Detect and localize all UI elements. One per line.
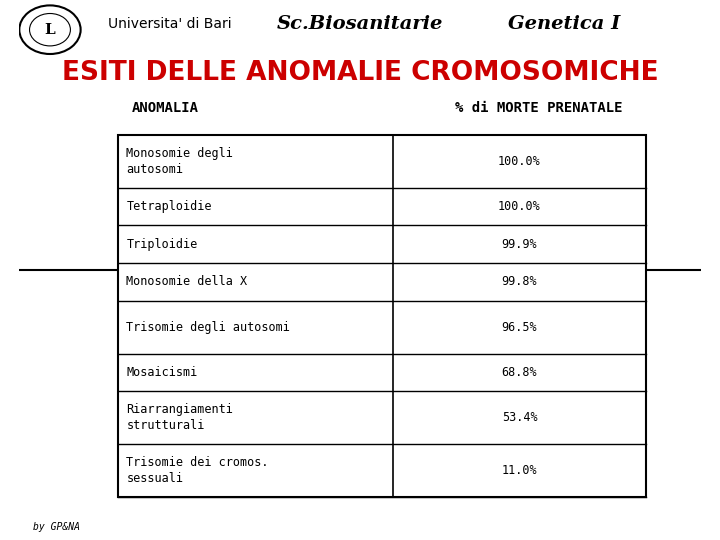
Text: Trisomie degli autosomi: Trisomie degli autosomi	[126, 321, 290, 334]
Text: 53.4%: 53.4%	[502, 411, 537, 424]
Text: ESITI DELLE ANOMALIE CROMOSOMICHE: ESITI DELLE ANOMALIE CROMOSOMICHE	[62, 60, 658, 86]
Text: % di MORTE PRENATALE: % di MORTE PRENATALE	[455, 101, 623, 115]
Text: Universita' di Bari: Universita' di Bari	[108, 17, 232, 31]
Text: Monosomie degli
autosomi: Monosomie degli autosomi	[126, 147, 233, 176]
Text: Tetraploidie: Tetraploidie	[126, 200, 212, 213]
Text: Sc.Biosanitarie: Sc.Biosanitarie	[276, 15, 444, 33]
Text: Mosaicismi: Mosaicismi	[126, 366, 197, 379]
Text: L: L	[45, 23, 55, 37]
Text: 100.0%: 100.0%	[498, 155, 541, 168]
Text: Monosomie della X: Monosomie della X	[126, 275, 248, 288]
Text: ANOMALIA: ANOMALIA	[132, 101, 199, 115]
Text: Riarrangiamenti
strutturali: Riarrangiamenti strutturali	[126, 403, 233, 432]
Text: 96.5%: 96.5%	[502, 321, 537, 334]
Text: 100.0%: 100.0%	[498, 200, 541, 213]
Text: 68.8%: 68.8%	[502, 366, 537, 379]
Text: Genetica I: Genetica I	[508, 15, 621, 33]
Text: 99.8%: 99.8%	[502, 275, 537, 288]
Text: 11.0%: 11.0%	[502, 464, 537, 477]
Text: by GP&NA: by GP&NA	[33, 522, 80, 531]
Text: Trisomie dei cromos.
sessuali: Trisomie dei cromos. sessuali	[126, 456, 269, 485]
Text: 99.9%: 99.9%	[502, 238, 537, 251]
Text: Triploidie: Triploidie	[126, 238, 197, 251]
